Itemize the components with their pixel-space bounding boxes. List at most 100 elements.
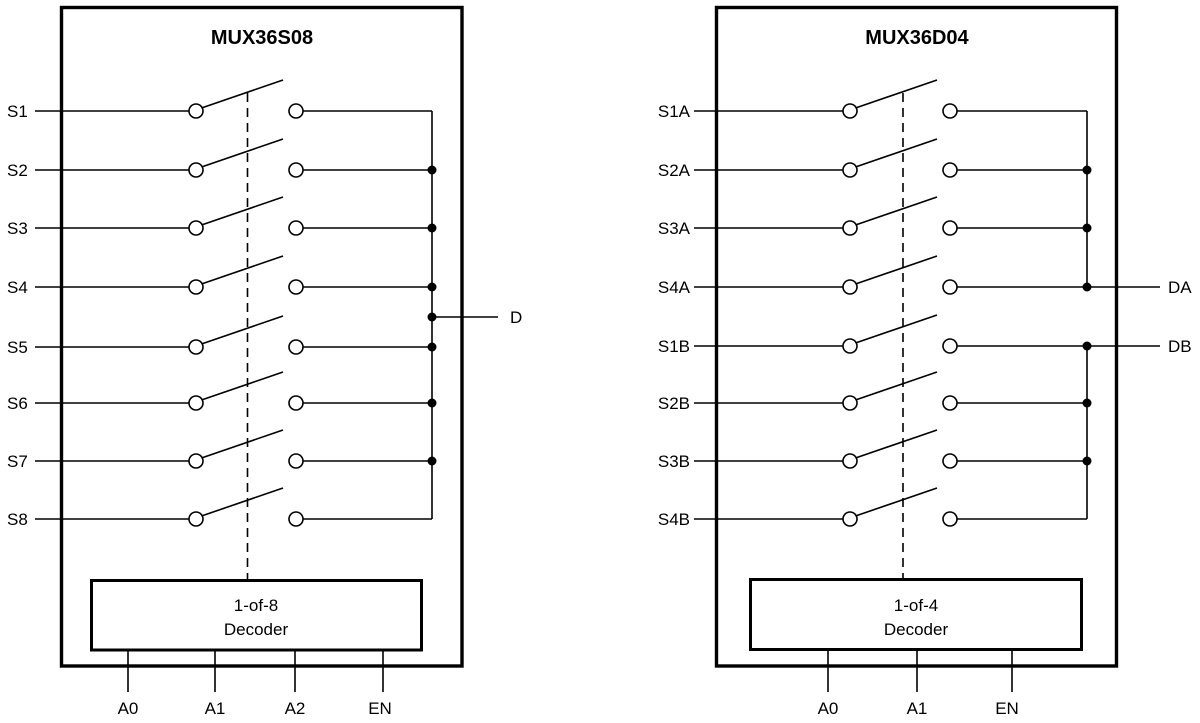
mux36d04-title: MUX36D04 [865, 27, 969, 49]
switch-pole-terminal [188, 339, 204, 355]
control-label-a1: A1 [205, 699, 226, 718]
mux36d04-outline [714, 5, 1119, 668]
switch-row: S7 [7, 429, 432, 471]
input-label: S3A [658, 219, 691, 238]
decoder-line2: Decoder [884, 620, 949, 639]
switch-pole-terminal [188, 453, 204, 469]
decoder-box-1of4 [749, 578, 1083, 651]
mux36d04-switch-array: S1A S2A S3A S4A S1B S2B S3B S4B [658, 79, 1087, 529]
switch-row: S5 [7, 315, 432, 357]
switch-arm [855, 487, 938, 517]
switch-row: S3B [658, 429, 1087, 471]
mux36s08-switch-array: S1 S2 S3 S4 S5 S6 S7 S8 [7, 79, 432, 529]
switch-pole-terminal [188, 395, 204, 411]
input-label: S1 [7, 102, 28, 121]
input-label: S4B [658, 510, 690, 529]
switch-throw-terminal [288, 279, 304, 295]
input-label: S1B [658, 337, 690, 356]
junction-dot [427, 342, 437, 352]
input-label: S2A [658, 161, 691, 180]
switch-arm [855, 314, 938, 344]
switch-row: S8 [7, 487, 432, 529]
input-label: S4A [658, 278, 691, 297]
switch-throw-terminal [288, 162, 304, 178]
switch-arm [201, 315, 284, 345]
switch-throw-terminal [942, 220, 958, 236]
decoder-line1: 1-of-8 [234, 596, 278, 615]
switch-throw-terminal [942, 279, 958, 295]
control-label-a1: A1 [907, 699, 928, 718]
switch-row: S4 [7, 255, 432, 297]
decoder-box-1of8 [90, 579, 423, 652]
switch-arm [855, 429, 938, 459]
junction-dot [1082, 456, 1092, 466]
switch-throw-terminal [288, 339, 304, 355]
control-label-en: EN [368, 699, 392, 718]
junction-dot [1082, 398, 1092, 408]
switch-row: S2 [7, 138, 432, 180]
switch-arm [855, 196, 938, 226]
switch-arm [201, 255, 284, 285]
decoder-line2: Decoder [224, 620, 289, 639]
switch-row: S1B [658, 314, 1087, 356]
switch-row: S1A [658, 79, 1087, 121]
switch-throw-terminal [288, 103, 304, 119]
mux36s08-block: MUX36S08 S1 S2 S3 S4 S5 S6 S7 S8 D 1-of-8 Decod… [7, 5, 522, 718]
switch-row: S6 [7, 371, 432, 413]
switch-pole-terminal [842, 395, 858, 411]
switch-throw-terminal [942, 453, 958, 469]
output-label-d: D [510, 308, 522, 327]
output-label-da: DA [1168, 278, 1192, 297]
switch-throw-terminal [942, 338, 958, 354]
switch-row: S2A [658, 138, 1087, 180]
switch-throw-terminal [288, 395, 304, 411]
input-label: S3 [7, 219, 28, 238]
switch-pole-terminal [842, 220, 858, 236]
switch-throw-terminal [288, 511, 304, 527]
switch-pole-terminal [842, 162, 858, 178]
input-label: S3B [658, 452, 690, 471]
switch-throw-terminal [942, 395, 958, 411]
input-label: S1A [658, 102, 691, 121]
switch-row: S3 [7, 196, 432, 238]
switch-arm [201, 429, 284, 459]
switch-throw-terminal [942, 103, 958, 119]
switch-row: S3A [658, 196, 1087, 238]
switch-pole-terminal [842, 338, 858, 354]
input-label: S2 [7, 161, 28, 180]
switch-row: S4B [658, 487, 1087, 529]
switch-arm [201, 138, 284, 168]
switch-pole-terminal [188, 162, 204, 178]
junction-dot [427, 456, 437, 466]
switch-pole-terminal [842, 511, 858, 527]
switch-arm [201, 487, 284, 517]
mux36s08-title: MUX36S08 [211, 27, 313, 49]
switch-throw-terminal [942, 511, 958, 527]
junction-dot [427, 165, 437, 175]
switch-throw-terminal [288, 220, 304, 236]
switch-throw-terminal [942, 162, 958, 178]
switch-pole-terminal [188, 279, 204, 295]
switch-arm [855, 255, 938, 285]
junction-dot [1082, 165, 1092, 175]
input-label: S5 [7, 338, 28, 357]
input-label: S6 [7, 394, 28, 413]
switch-arm [201, 79, 284, 109]
switch-pole-terminal [842, 279, 858, 295]
control-label-a2: A2 [285, 699, 306, 718]
switch-throw-terminal [288, 453, 304, 469]
switch-row: S2B [658, 371, 1087, 413]
output-label-db: DB [1168, 337, 1192, 356]
input-label: S7 [7, 452, 28, 471]
switch-arm [855, 79, 938, 109]
switch-arm [855, 371, 938, 401]
control-label-en: EN [995, 699, 1019, 718]
control-label-a0: A0 [818, 699, 839, 718]
junction-dot [427, 223, 437, 233]
switch-arm [201, 371, 284, 401]
input-label: S8 [7, 510, 28, 529]
input-label: S4 [7, 278, 28, 297]
